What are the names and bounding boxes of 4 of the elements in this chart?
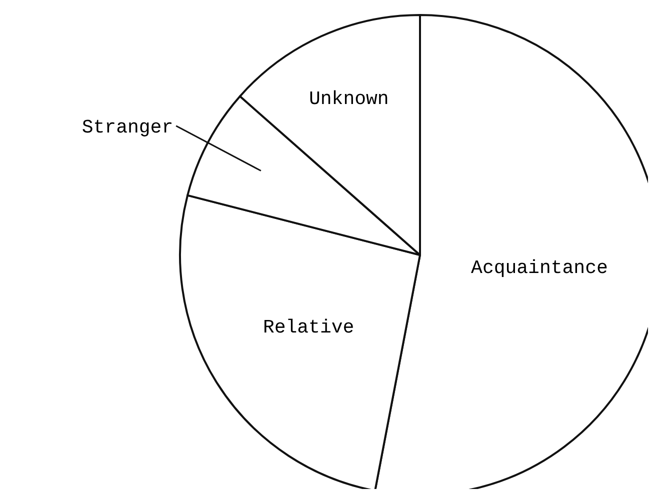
slice-label: Stranger bbox=[82, 116, 174, 138]
slice-label: Unknown bbox=[308, 88, 389, 110]
slice-label: Acquaintance bbox=[471, 256, 608, 279]
slice-label: Relative bbox=[262, 316, 354, 338]
